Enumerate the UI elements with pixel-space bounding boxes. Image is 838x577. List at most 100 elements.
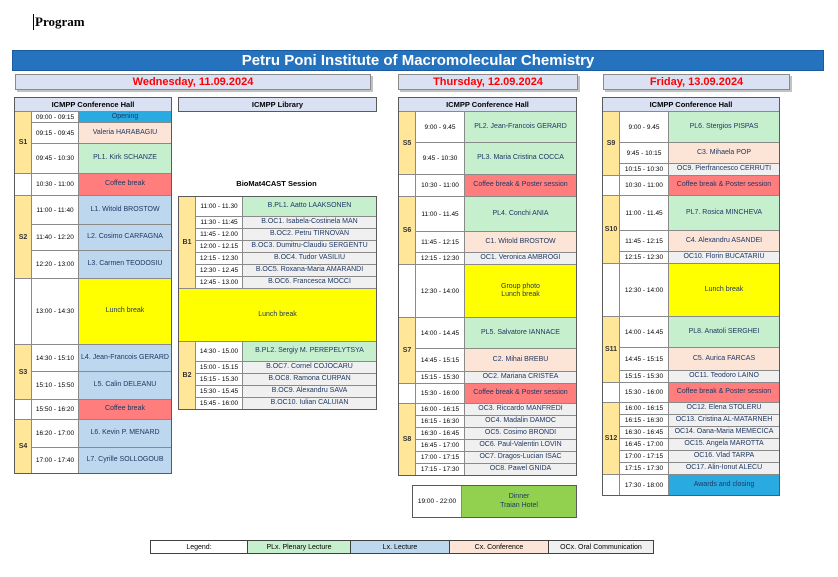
session-block: B2 14:30 - 15.00 B.PL2. Sergiy M. PEREPELY… [179,342,376,409]
time-cell: 16:15 - 16:30 [620,415,668,426]
event-cell: Valeria HARABAGIU [79,123,171,143]
event-cell: Lunch break [669,264,779,316]
page-title: Program [33,14,85,30]
event-cell: Coffee break [79,400,171,419]
session-block: 10:30 - 11:00 Coffee break & Poster sessi… [603,176,779,195]
event-cell: PL2. Jean-Francois GERARD [465,112,576,142]
time-cell: 14:00 - 14.45 [620,317,668,347]
session-block: B1 11:00 - 11.30 B.PL1. Aatto LAAKSONEN 11:… [179,197,376,288]
time-cell: 15:00 - 15.15 [196,362,242,373]
schedule-row: 14:00 - 14.45 PL5. Salvatore IANNACE [416,318,576,348]
table-header: ICMPP Library [179,98,376,111]
time-cell: 09:00 - 09:15 [32,112,78,122]
time-cell: 13:00 - 14:30 [32,279,78,344]
event-cell: C2. Mihai BREBU [465,349,576,371]
time-cell: 14:30 - 15:10 [32,345,78,371]
session-label: S7 [399,318,415,383]
time-cell: 09:15 - 09:45 [32,123,78,143]
session-label [399,265,415,317]
event-cell: L1. Witold BROSTOW [79,196,171,224]
time-cell: 11:45 - 12.00 [196,229,242,240]
schedule-row: 9:45 - 10:15 C3. Mihaela POP [620,143,779,163]
session-rows: 9:00 - 9.45 PL2. Jean-Francois GERARD 9:45… [416,112,576,174]
time-cell: 17:15 - 17:30 [416,464,464,475]
session-label [603,264,619,316]
event-cell: C4. Alexandru ASANDEI [669,231,779,251]
event-cell: OC13. Cristina AL-MATARNEH [669,415,779,426]
session-block: 17:30 - 18:00 Awards and closing [603,475,779,495]
session-block: 10:30 - 11:00 Coffee break & Poster sessi… [399,175,576,196]
schedule-table-thursday-hall: ICMPP Conference Hall S5 9:00 - 9.45 PL2. J… [398,97,577,476]
session-label [399,384,415,403]
schedule-row: 17:00 - 17:40 L7. Cyrille SOLLOGOUB [32,448,171,473]
schedule-row: 11:00 - 11:40 L1. Witold BROSTOW [32,196,171,224]
event-cell: PL1. Kirk SCHANZE [79,144,171,173]
event-cell: B.OC1. Isabela-Costinela MAN [243,217,376,228]
event-cell: OC1. Veronica AMBROGI [465,253,576,264]
session-label: S6 [399,197,415,264]
session-label: S8 [399,404,415,475]
schedule-row: 17:00 - 17:15 OC16. Vlad TARPA [620,451,779,462]
session-block: S1 09:00 - 09:15 Opening 09:15 - 09:45 Valer… [15,112,171,173]
session-label: B2 [179,342,195,409]
time-cell: 12:00 - 12.15 [196,241,242,252]
time-cell: 15:30 - 16:00 [416,384,464,403]
session-block: S10 11:00 - 11.45 PL7. Rosica MINCHEVA 11:4… [603,196,779,263]
event-cell: L3. Carmen TEODOSIU [79,251,171,278]
session-rows: 11:00 - 11.45 PL7. Rosica MINCHEVA 11:45 -… [620,196,779,263]
schedule-row: 09:15 - 09:45 Valeria HARABAGIU [32,123,171,143]
time-cell: 15:30 - 15.45 [196,386,242,397]
legend-item: Lx. Lecture [351,541,449,553]
event-cell: OC6. Paul-Valentin LOVIN [465,440,576,451]
session-block: 19:00 - 22:00 Dinner Traian Hotel [413,486,576,517]
event-cell: PL7. Rosica MINCHEVA [669,196,779,230]
event-cell: L5. Calin DELEANU [79,372,171,399]
time-cell: 9:45 - 10:15 [620,143,668,163]
time-cell: 12:30 - 14:00 [620,264,668,316]
schedule-row: 16:15 - 16:30 OC4. Madalin DAMOC [416,416,576,427]
time-cell: 16:15 - 16:30 [416,416,464,427]
event-cell: Coffee break & Poster session [465,175,576,196]
event-cell: B.OC2. Petru TIRNOVAN [243,229,376,240]
event-cell: Lunch break [79,279,171,344]
schedule-row: 12:30 - 14:00 Group photo Lunch break [416,265,576,317]
event-cell: B.OC9. Alexandru SAVA [243,386,376,397]
table-header: ICMPP Conference Hall [399,98,576,111]
library-session-title: BioMat4CAST Session [236,179,317,188]
session-rows: 15:50 - 16:20 Coffee break [32,400,171,419]
schedule-row: 9:00 - 9.45 PL2. Jean-Francois GERARD [416,112,576,142]
schedule-row: 11:45 - 12.00 B.OC2. Petru TIRNOVAN [196,229,376,240]
event-cell: L7. Cyrille SOLLOGOUB [79,448,171,473]
time-cell: 16:30 - 16:45 [416,428,464,439]
event-cell: B.OC10. Iulian CALUIAN [243,398,376,409]
session-block: 12:30 - 14:00 Group photo Lunch break [399,265,576,317]
session-block: S8 16:00 - 16:15 OC3. Riccardo MANFREDI 16:… [399,404,576,475]
session-block: S4 16:20 - 17:00 L6. Kevin P. MENARD 17:00 … [15,420,171,473]
time-cell: 15:30 - 16:00 [620,383,668,402]
schedule-row: 16:15 - 16:30 OC13. Cristina AL-MATARNEH [620,415,779,426]
session-label: S9 [603,112,619,175]
schedule-row: 16:45 - 17:00 OC15. Angela MAROTTA [620,439,779,450]
day-header-thursday: Thursday, 12.09.2024 [398,74,578,90]
schedule-row: 16:45 - 17:00 OC6. Paul-Valentin LOVIN [416,440,576,451]
event-cell: OC9. Pierfrancesco CERRUTI [669,164,779,175]
session-label [603,383,619,402]
session-block: 12:30 - 14:00 Lunch break [603,264,779,316]
time-cell: 11:00 - 11:40 [32,196,78,224]
event-cell: Awards and closing [669,475,779,495]
event-cell: PL4. Conchi ANIA [465,197,576,231]
event-cell: C5. Aurica FARCAS [669,348,779,370]
event-cell: L6. Kevin P. MENARD [79,420,171,447]
event-cell: L4. Jean-Francois GERARD [79,345,171,371]
schedule-row: 17:15 - 17:30 OC17. Alin-Ionut ALECU [620,463,779,474]
time-cell: 11:30 - 11:45 [196,217,242,228]
time-cell: 14:00 - 14.45 [416,318,464,348]
event-cell: OC8. Pawel GNIDA [465,464,576,475]
session-rows: 9:00 - 9.45 PL6. Stergios PISPAS 9:45 - 10… [620,112,779,175]
session-label: S10 [603,196,619,263]
time-cell: 12:30 - 14:00 [416,265,464,317]
schedule-row: 12:00 - 12.15 B.OC3. Dumitru-Claudiu SERG… [196,241,376,252]
table-header: ICMPP Conference Hall [15,98,171,111]
time-cell: 16:20 - 17:00 [32,420,78,447]
session-rows: 14:30 - 15:10 L4. Jean-Francois GERARD 15:… [32,345,171,399]
